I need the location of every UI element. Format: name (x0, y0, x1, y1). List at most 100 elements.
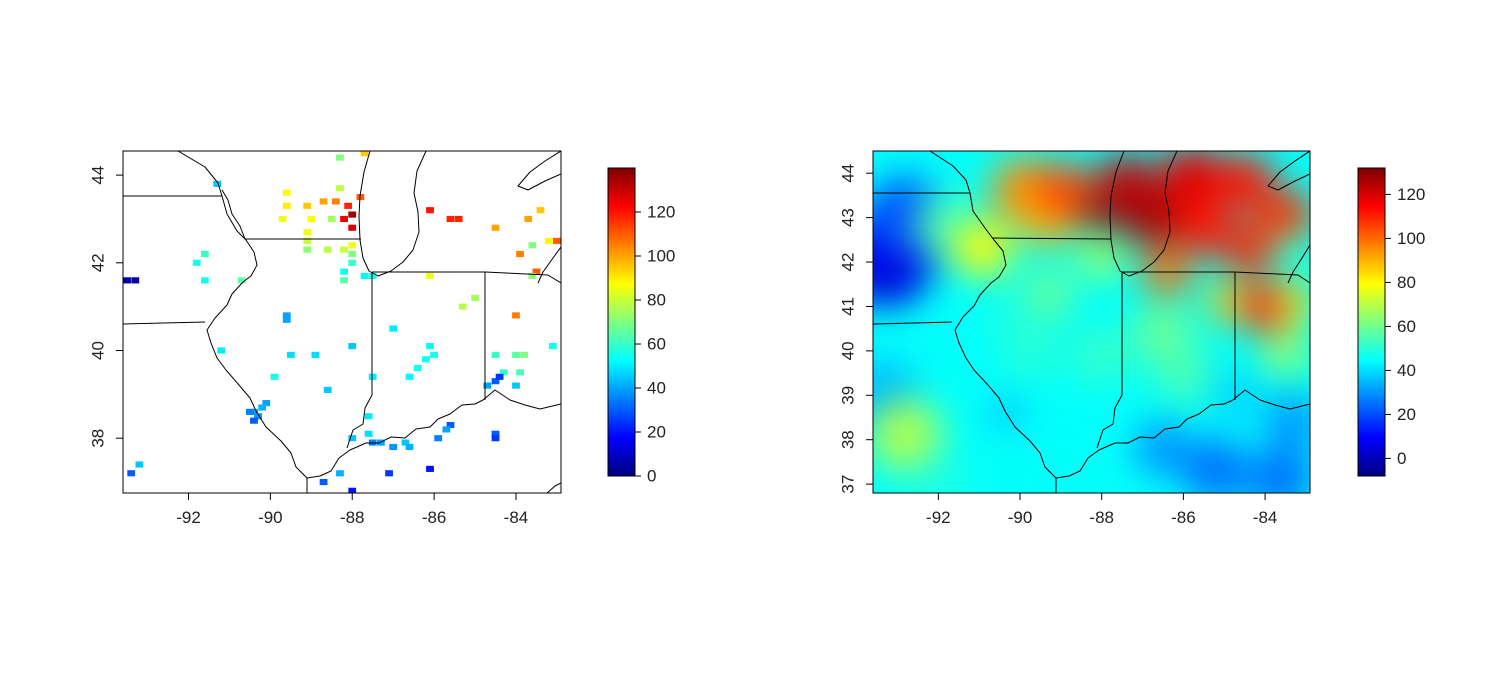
station-map-panel: -92 -90 -88 -86 -84 38 40 42 44 0 20 40 60 80 100 120 (89, 150, 675, 527)
station-cell (528, 272, 537, 280)
y-tick-label: 38 (839, 430, 858, 449)
station-cell (237, 277, 246, 284)
x-axis: -92 -90 -88 -86 -84 (176, 493, 528, 527)
border-lake-erie (537, 246, 561, 284)
station-cell (336, 185, 344, 192)
y-tick-label: 40 (839, 341, 858, 360)
border-michigan-thumb (517, 151, 561, 191)
station-cell (348, 224, 357, 231)
station-cells (123, 151, 561, 493)
station-cell (331, 198, 340, 205)
surface-blob (1142, 246, 1192, 296)
station-cell (520, 351, 529, 358)
station-cell (426, 465, 434, 472)
surface-blob (1154, 344, 1212, 402)
colorbar-tick-label: 40 (647, 379, 666, 398)
colorbar-tick-label: 80 (647, 291, 666, 310)
colorbar-gradient-2 (1357, 167, 1386, 477)
station-cell (135, 461, 144, 468)
station-cell (491, 430, 500, 437)
station-cell (512, 351, 520, 358)
station-cell (303, 229, 312, 236)
station-cell (471, 294, 479, 301)
station-cell (319, 198, 328, 205)
surface-blob (1134, 419, 1192, 478)
station-cell (426, 343, 434, 350)
station-cell (348, 259, 357, 266)
x-tick-label: -90 (1008, 508, 1033, 527)
station-cell (430, 351, 438, 358)
station-cell (491, 378, 500, 385)
station-cell (524, 215, 533, 223)
station-cell (458, 303, 467, 310)
surface-blob (1036, 162, 1094, 220)
surface-blob (1003, 322, 1061, 380)
border-wisconsin-west (221, 189, 246, 240)
surface-blob (1122, 189, 1180, 247)
station-cell (200, 250, 209, 258)
y-axis-2: 37 38 39 40 41 42 43 44 (839, 164, 873, 494)
station-cell (250, 417, 258, 424)
surface-blob (993, 398, 1023, 428)
colorbar: 0 20 40 60 80 100 120 (607, 167, 675, 486)
surface-blob (1077, 419, 1127, 469)
station-cell (483, 382, 492, 389)
station-cell (368, 272, 377, 280)
station-cell (516, 250, 524, 258)
station-cell (327, 215, 336, 223)
station-cell (389, 443, 398, 451)
station-cell (389, 325, 398, 332)
station-cell (250, 408, 258, 415)
station-cell (254, 413, 262, 420)
border-kentucky-south (546, 482, 561, 493)
x-tick-label: -88 (1089, 508, 1114, 527)
station-cell (213, 180, 222, 187)
border-illinois-indiana (346, 272, 373, 449)
station-cell (336, 154, 344, 161)
station-cell (348, 242, 357, 249)
colorbar-tick-label: 20 (647, 423, 666, 442)
border-lake-erie-2 (1287, 244, 1310, 284)
station-cell (532, 268, 541, 275)
border-lake-michigan-west (358, 151, 427, 277)
border-michigan-indiana-ohio (372, 271, 561, 284)
border-iowa-missouri-2 (873, 321, 953, 325)
station-cell (401, 439, 410, 446)
station-cell (348, 250, 357, 258)
colorbar-tick-label: 100 (647, 247, 675, 266)
colorbar-tick-label: 60 (1397, 317, 1416, 336)
border-michigan-thumb-2 (1267, 151, 1310, 191)
colorbar-tick-label: 0 (647, 467, 656, 486)
station-cell (217, 347, 226, 354)
station-cell (192, 259, 201, 266)
y-tick-label: 43 (839, 208, 858, 227)
station-cell (348, 211, 357, 218)
station-cell (307, 215, 316, 223)
colorbar-tick-label: 100 (1397, 229, 1425, 248)
station-cell (360, 151, 369, 157)
colorbar-tick-label: 60 (647, 335, 666, 354)
station-cell (553, 237, 561, 244)
station-cell (426, 272, 434, 280)
station-cell (405, 443, 414, 451)
station-cell (303, 202, 312, 209)
station-cell (340, 215, 348, 223)
y-tick-label: 38 (89, 429, 108, 448)
x-tick-label: -86 (1171, 508, 1196, 527)
station-cell (360, 272, 369, 280)
station-cell (536, 207, 545, 214)
interpolated-map-panel: -92 -90 -88 -86 -84 37 38 39 40 41 42 43 44 0 20 40 60… (839, 150, 1425, 527)
station-cell (282, 312, 291, 319)
station-cell (528, 242, 537, 249)
x-tick-label: -88 (340, 508, 365, 527)
station-cell (311, 351, 320, 358)
colorbar-tick-label: 80 (1397, 273, 1416, 292)
x-axis-2: -92 -90 -88 -86 -84 (926, 493, 1277, 527)
station-cell (544, 237, 553, 244)
border-lake-michigan-west-2 (1109, 151, 1178, 277)
y-tick-label: 40 (89, 341, 108, 360)
border-ohio-river (306, 399, 484, 479)
surface-blob (1265, 393, 1310, 451)
plot-frame (122, 150, 562, 494)
station-cell (495, 373, 504, 380)
